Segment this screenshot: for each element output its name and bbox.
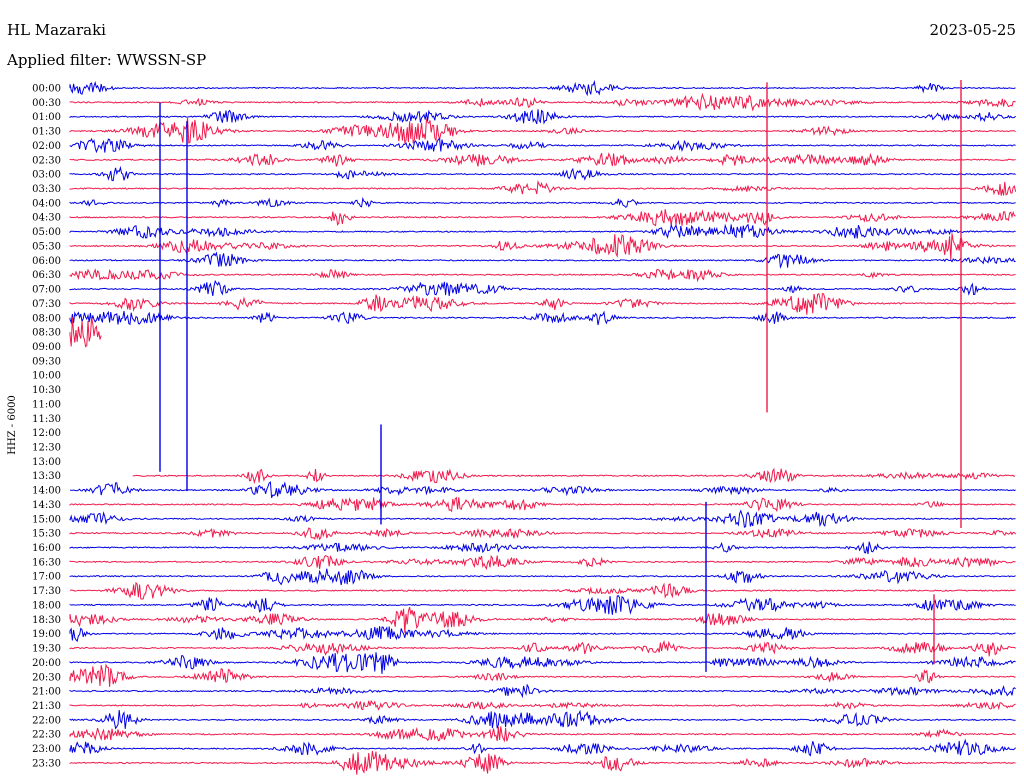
time-tick-label: 00:30 bbox=[32, 98, 61, 109]
trace-1530 bbox=[69, 527, 1016, 541]
time-tick-label: 09:30 bbox=[32, 356, 61, 367]
time-tick-label: 09:00 bbox=[32, 342, 61, 353]
time-tick-label: 14:00 bbox=[32, 486, 61, 497]
time-tick-label: 13:30 bbox=[32, 471, 61, 482]
trace-2200 bbox=[69, 709, 1016, 730]
trace-1830 bbox=[69, 606, 1016, 633]
trace-1400 bbox=[69, 481, 1016, 498]
trace-0300 bbox=[69, 165, 1016, 182]
time-tick-label: 11:00 bbox=[32, 399, 61, 410]
time-tick-label: 00:00 bbox=[32, 84, 61, 95]
filter-label: Applied filter: WWSSN-SP bbox=[7, 51, 207, 69]
time-ticks: 00:00 00:30 01:00 01:30 02:00 02:30 03:00 03:30… bbox=[32, 84, 61, 770]
time-tick-label: 05:00 bbox=[32, 227, 61, 238]
trace-0530 bbox=[69, 233, 1016, 260]
time-tick-label: 22:00 bbox=[32, 715, 61, 726]
trace-2230 bbox=[69, 726, 1016, 743]
trace-2130 bbox=[69, 699, 1016, 711]
time-tick-label: 19:00 bbox=[32, 629, 61, 640]
trace-1900 bbox=[69, 626, 1016, 643]
trace-0630 bbox=[69, 268, 1016, 283]
time-tick-label: 12:00 bbox=[32, 428, 61, 439]
time-tick-label: 20:00 bbox=[32, 658, 61, 669]
time-tick-label: 11:30 bbox=[32, 414, 61, 425]
time-tick-label: 04:30 bbox=[32, 213, 61, 224]
time-tick-label: 22:30 bbox=[32, 730, 61, 741]
trace-0500 bbox=[69, 223, 1016, 239]
trace-1730 bbox=[69, 581, 1016, 600]
time-tick-label: 04:00 bbox=[32, 198, 61, 209]
trace-0830 bbox=[69, 317, 102, 348]
trace-0700 bbox=[69, 279, 1016, 297]
time-tick-label: 08:00 bbox=[32, 313, 61, 324]
trace-0400 bbox=[69, 196, 1016, 208]
time-tick-label: 18:00 bbox=[32, 600, 61, 611]
trace-1930 bbox=[69, 639, 1016, 657]
channel-label: HHZ - 6000 bbox=[7, 395, 18, 455]
seismic-traces bbox=[69, 79, 1017, 775]
trace-1330 bbox=[132, 467, 1016, 485]
time-tick-label: 20:30 bbox=[32, 672, 61, 683]
time-tick-label: 02:00 bbox=[32, 141, 61, 152]
time-tick-label: 12:30 bbox=[32, 443, 61, 454]
time-tick-label: 03:00 bbox=[32, 170, 61, 181]
time-tick-label: 16:00 bbox=[32, 543, 61, 554]
trace-0430 bbox=[69, 209, 1016, 227]
trace-2030 bbox=[69, 663, 1016, 687]
time-tick-label: 23:30 bbox=[32, 758, 61, 769]
trace-1630 bbox=[69, 554, 1016, 570]
trace-1430 bbox=[69, 496, 1016, 513]
trace-0130 bbox=[69, 118, 1016, 144]
time-tick-label: 03:30 bbox=[32, 184, 61, 195]
trace-2100 bbox=[69, 683, 1016, 699]
time-tick-label: 06:30 bbox=[32, 270, 61, 281]
time-tick-label: 13:00 bbox=[32, 457, 61, 468]
time-tick-label: 15:00 bbox=[32, 514, 61, 525]
time-tick-label: 18:30 bbox=[32, 615, 61, 626]
time-tick-label: 17:30 bbox=[32, 586, 61, 597]
trace-0230 bbox=[69, 152, 1016, 167]
time-tick-label: 06:00 bbox=[32, 256, 61, 267]
trace-2300 bbox=[69, 738, 1016, 757]
trace-0000 bbox=[69, 79, 1016, 97]
date-label: 2023-05-25 bbox=[929, 21, 1016, 39]
time-tick-label: 10:30 bbox=[32, 385, 61, 396]
trace-1600 bbox=[69, 541, 1016, 554]
station-title: HL Mazaraki bbox=[7, 21, 106, 39]
time-tick-label: 01:30 bbox=[32, 127, 61, 138]
trace-1500 bbox=[69, 509, 1016, 528]
time-tick-label: 02:30 bbox=[32, 155, 61, 166]
trace-0600 bbox=[69, 251, 1016, 270]
trace-0100 bbox=[69, 109, 1016, 125]
trace-0200 bbox=[69, 137, 1016, 154]
time-tick-label: 10:00 bbox=[32, 371, 61, 382]
time-tick-label: 07:30 bbox=[32, 299, 61, 310]
time-tick-label: 21:00 bbox=[32, 687, 61, 698]
trace-0030 bbox=[69, 92, 1016, 112]
time-tick-label: 08:30 bbox=[32, 328, 61, 339]
trace-2330 bbox=[69, 750, 1016, 775]
time-tick-label: 23:00 bbox=[32, 744, 61, 755]
time-tick-label: 19:30 bbox=[32, 644, 61, 655]
time-tick-label: 15:30 bbox=[32, 529, 61, 540]
time-tick-label: 21:30 bbox=[32, 701, 61, 712]
trace-2000 bbox=[69, 652, 1016, 674]
trace-1800 bbox=[69, 595, 1016, 615]
trace-0800 bbox=[69, 310, 1016, 326]
time-tick-label: 01:00 bbox=[32, 112, 61, 123]
time-tick-label: 16:30 bbox=[32, 557, 61, 568]
trace-1700 bbox=[69, 568, 1016, 586]
time-tick-label: 07:00 bbox=[32, 285, 61, 296]
time-tick-label: 14:30 bbox=[32, 500, 61, 511]
time-tick-label: 17:00 bbox=[32, 572, 61, 583]
time-tick-label: 05:30 bbox=[32, 241, 61, 252]
trace-0330 bbox=[69, 179, 1017, 196]
trace-0730 bbox=[69, 293, 1016, 315]
